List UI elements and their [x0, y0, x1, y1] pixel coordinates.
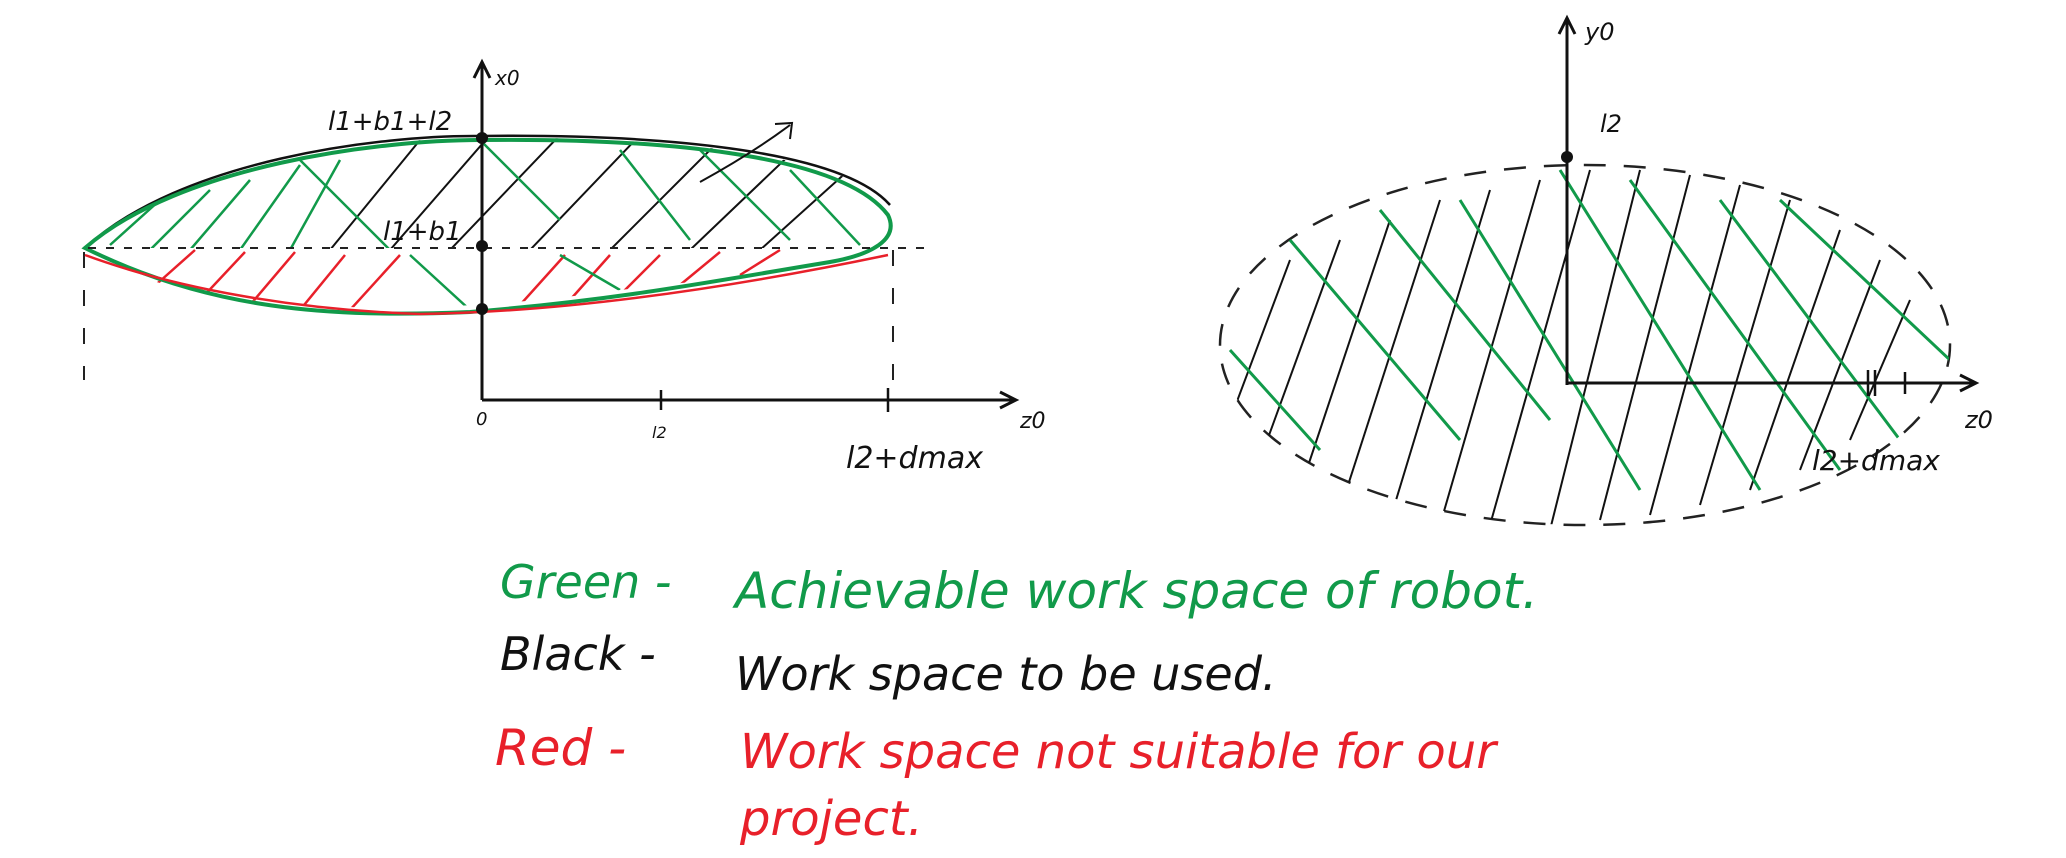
left-rotation-arrow: [700, 125, 790, 182]
left-label-mid: l1+b1: [383, 217, 462, 247]
left-point-bottom: [476, 303, 488, 315]
left-point-top: [476, 132, 488, 144]
left-label-max: l2+dmax: [846, 441, 983, 476]
left-diagram: x0 l1+b1+l2 l1+b1 0 l2 z0 l2+dmax: [84, 62, 1046, 476]
right-label-top: l2: [1600, 110, 1622, 138]
legend-green-text: Achievable work space of robot.: [732, 562, 1538, 620]
left-label-tick: l2: [652, 423, 667, 442]
right-diagram: y0 l2 z0 l2+dmax: [1220, 18, 1993, 530]
left-point-mid: [476, 240, 488, 252]
legend-red-text-line1: Work space not suitable for our: [740, 724, 1499, 780]
right-label-max: l2+dmax: [1812, 444, 1940, 477]
right-axis-label-z0: z0: [1964, 406, 1993, 434]
right-point-top: [1561, 151, 1573, 163]
left-label-origin: 0: [476, 409, 487, 430]
legend-red-text-line2: project.: [739, 791, 923, 847]
legend-red-key: Red -: [495, 719, 626, 777]
legend-black-text: Work space to be used.: [735, 647, 1277, 701]
right-green-hatch: [1230, 170, 1950, 490]
left-axis-label-z0: z0: [1019, 409, 1046, 434]
legend-black-key: Black -: [500, 627, 656, 681]
left-axis-label-x0: x0: [494, 66, 520, 90]
left-green-outline: [85, 140, 891, 314]
legend: Green - Achievable work space of robot. …: [495, 555, 1538, 847]
left-label-top: l1+b1+l2: [328, 107, 452, 137]
legend-green-key: Green -: [500, 555, 672, 609]
right-axis-label-y0: y0: [1584, 18, 1614, 46]
